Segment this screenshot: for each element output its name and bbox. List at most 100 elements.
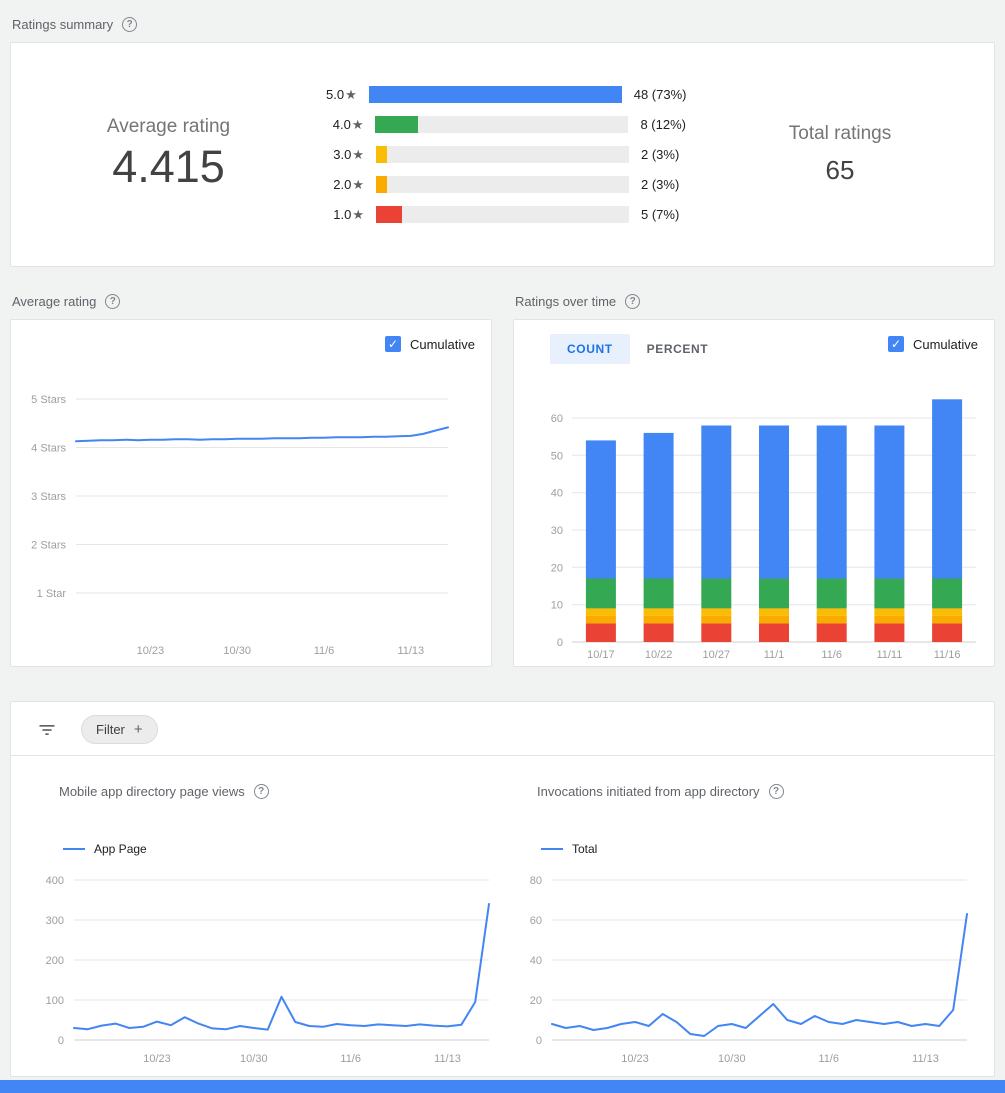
cumulative-label: Cumulative — [409, 336, 475, 352]
plus-icon: + — [133, 721, 143, 738]
svg-text:1 Star: 1 Star — [37, 588, 67, 600]
rating-bar-fill — [375, 116, 418, 133]
svg-text:11/6: 11/6 — [314, 645, 335, 657]
ratings-over-time-chart: 0 10 20 30 40 50 60 10/17 10/22 10/27 11/1 11/6 11/1… — [551, 399, 976, 661]
svg-text:400: 400 — [46, 875, 64, 887]
ratings-summary-label: Ratings summary — [12, 16, 114, 32]
ratings-over-time-chart-card: COUNT PERCENT ✓ Cumulative 0 10 20 30 40 50 60… — [513, 319, 995, 667]
average-rating-heading: Average rating ? — [12, 291, 490, 311]
svg-text:10/17: 10/17 — [587, 649, 615, 661]
cumulative-checkbox[interactable]: ✓ Cumulative — [384, 336, 475, 352]
rating-bar-fill — [376, 176, 387, 193]
page-views-column: Mobile app directory page views ? App Pa… — [29, 756, 507, 1070]
star-icon: ★ — [352, 146, 364, 162]
cumulative-label: Cumulative — [912, 336, 978, 352]
svg-text:20: 20 — [530, 995, 542, 1007]
tab-count[interactable]: COUNT — [550, 334, 630, 364]
svg-text:10: 10 — [551, 600, 563, 612]
svg-text:11/13: 11/13 — [397, 645, 424, 657]
directory-charts-row: Mobile app directory page views ? App Pa… — [11, 756, 994, 1070]
rating-count: 48 (73%) — [633, 87, 687, 102]
rating-bar-row: 4.0★ 8 (12%) — [326, 116, 686, 133]
invocations-column: Invocations initiated from app directory… — [507, 756, 985, 1070]
total-ratings-value: 65 — [825, 155, 855, 185]
svg-text:11/11: 11/11 — [876, 649, 902, 661]
svg-text:30: 30 — [551, 525, 563, 537]
svg-text:50: 50 — [551, 450, 563, 462]
filter-chip[interactable]: Filter + — [81, 715, 158, 744]
svg-text:80: 80 — [530, 875, 542, 887]
svg-text:40: 40 — [551, 488, 563, 500]
filter-chip-label: Filter — [96, 722, 125, 737]
svg-text:10/23: 10/23 — [143, 1053, 171, 1065]
checkbox-checked-icon: ✓ — [887, 336, 904, 352]
average-rating-chart: 5 Stars 4 Stars 3 Stars 2 Stars 1 Star 10/23 1… — [31, 394, 449, 657]
svg-text:10/23: 10/23 — [621, 1053, 649, 1065]
rating-bar-track — [368, 86, 622, 103]
invocations-title: Invocations initiated from app directory — [537, 783, 760, 799]
rating-bar-fill — [376, 206, 403, 223]
average-rating-section-label: Average rating — [12, 293, 97, 309]
svg-text:3 Stars: 3 Stars — [31, 491, 66, 503]
star-icon: ★ — [352, 176, 364, 192]
page-views-chart: 0 100 200 300 400 10/23 10/30 11/6 11/13 — [46, 875, 490, 1065]
cumulative-checkbox[interactable]: ✓ Cumulative — [887, 336, 978, 352]
total-ratings-block: Total ratings 65 — [686, 123, 994, 186]
svg-text:100: 100 — [46, 995, 64, 1007]
svg-text:11/13: 11/13 — [912, 1053, 939, 1065]
star-row-label: 3.0★ — [333, 146, 364, 162]
ratings-over-time-section-label: Ratings over time — [515, 293, 617, 309]
rating-count: 5 (7%) — [641, 207, 680, 222]
help-icon[interactable]: ? — [625, 293, 641, 309]
svg-text:4 Stars: 4 Stars — [31, 443, 66, 455]
help-icon[interactable]: ? — [253, 783, 269, 799]
svg-text:60: 60 — [551, 413, 563, 425]
page-views-title: Mobile app directory page views — [59, 783, 245, 799]
ratings-over-time-column: Ratings over time ? COUNT PERCENT ✓ Cumu… — [513, 267, 995, 667]
page-views-legend-label: App Page — [94, 842, 147, 856]
rating-bar-track — [376, 146, 629, 163]
rating-bar-row: 2.0★ 2 (3%) — [326, 176, 686, 193]
rating-bar-row: 5.0★ 48 (73%) — [326, 86, 686, 103]
ratings-over-time-heading: Ratings over time ? — [515, 291, 993, 311]
filter-list-icon[interactable] — [37, 720, 57, 740]
rating-count: 8 (12%) — [640, 117, 686, 132]
invocations-legend: Total — [541, 842, 985, 856]
legend-line-icon — [63, 848, 85, 850]
svg-text:0: 0 — [536, 1035, 542, 1047]
charts-row: Average rating ? ✓ Cumulative 5 Stars 4 S… — [10, 267, 995, 667]
svg-text:10/30: 10/30 — [718, 1053, 746, 1065]
help-icon[interactable]: ? — [768, 783, 784, 799]
count-percent-tabs: COUNT PERCENT — [550, 334, 725, 364]
svg-text:2 Stars: 2 Stars — [31, 540, 66, 552]
average-rating-block: Average rating 4.415 — [11, 116, 326, 193]
rating-bar-row: 1.0★ 5 (7%) — [326, 206, 686, 223]
invocations-heading: Invocations initiated from app directory… — [537, 782, 985, 800]
invocations-chart: 0 20 40 60 80 10/23 10/30 11/6 11/13 — [530, 875, 968, 1065]
svg-text:40: 40 — [530, 955, 542, 967]
help-icon[interactable]: ? — [105, 293, 121, 309]
svg-text:11/13: 11/13 — [434, 1053, 461, 1065]
star-row-label: 2.0★ — [333, 176, 364, 192]
rating-bar-row: 3.0★ 2 (3%) — [326, 146, 686, 163]
svg-text:11/6: 11/6 — [340, 1053, 361, 1065]
page-views-legend: App Page — [63, 842, 507, 856]
rating-distribution: 5.0★ 48 (73%) 4.0★ 8 (12%) 3.0★ 2 (3%) 2.0★ 2 (… — [326, 73, 686, 236]
svg-text:10/23: 10/23 — [137, 645, 165, 657]
rating-count: 2 (3%) — [641, 147, 680, 162]
rating-bar-track — [376, 206, 629, 223]
svg-text:0: 0 — [557, 637, 563, 649]
ratings-summary-heading: Ratings summary ? — [12, 14, 993, 34]
svg-text:5 Stars: 5 Stars — [31, 394, 66, 406]
tab-percent[interactable]: PERCENT — [646, 342, 709, 356]
star-row-label: 4.0★ — [332, 116, 364, 132]
help-icon[interactable]: ? — [122, 16, 138, 32]
svg-text:200: 200 — [46, 955, 64, 967]
average-rating-value: 4.415 — [112, 141, 225, 192]
svg-text:11/16: 11/16 — [934, 649, 961, 661]
rating-bar-fill — [368, 86, 622, 103]
svg-text:10/22: 10/22 — [645, 649, 673, 661]
ratings-summary-card: Average rating 4.415 5.0★ 48 (73%) 4.0★ 8 (… — [10, 42, 995, 267]
star-icon: ★ — [345, 86, 357, 102]
svg-text:11/6: 11/6 — [821, 649, 842, 661]
